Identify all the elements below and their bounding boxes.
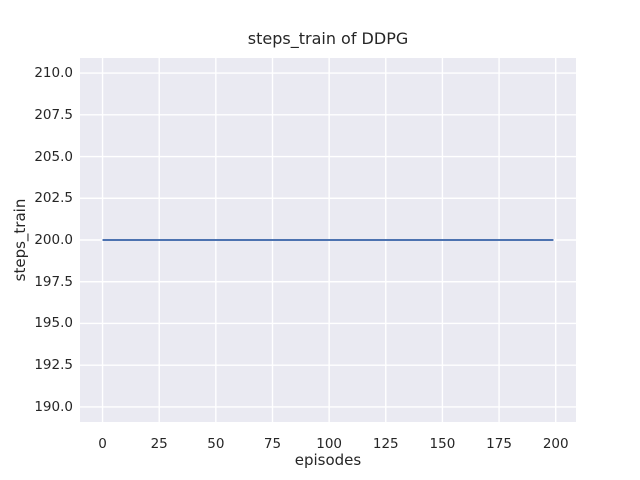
y-axis-label: steps_train (11, 198, 29, 282)
y-tick-label: 192.5 (34, 357, 73, 374)
plot-canvas (80, 58, 576, 422)
x-tick-label: 100 (316, 436, 343, 452)
chart-title: steps_train of DDPG (247, 29, 409, 48)
x-tick-label: 125 (372, 436, 399, 452)
y-tick-label: 205.0 (34, 148, 73, 165)
x-tick-label: 75 (263, 436, 282, 452)
y-tick-label: 190.0 (34, 398, 73, 415)
y-tick-label: 200.0 (34, 232, 73, 248)
y-tick-label: 197.5 (34, 273, 73, 290)
x-axis-label: episodes (294, 451, 362, 469)
y-tick-label: 202.5 (34, 190, 73, 207)
y-tick-label: 195.0 (34, 315, 73, 332)
x-tick-label: 200 (542, 436, 569, 452)
plot-area (80, 58, 576, 422)
y-tick-label: 207.5 (34, 106, 73, 123)
x-tick-label: 150 (429, 436, 456, 452)
x-tick-label: 25 (150, 436, 168, 452)
x-tick-label: 0 (98, 436, 107, 452)
y-tick-label: 210.0 (34, 65, 73, 82)
x-tick-label: 50 (207, 436, 225, 452)
x-tick-label: 175 (486, 436, 512, 452)
